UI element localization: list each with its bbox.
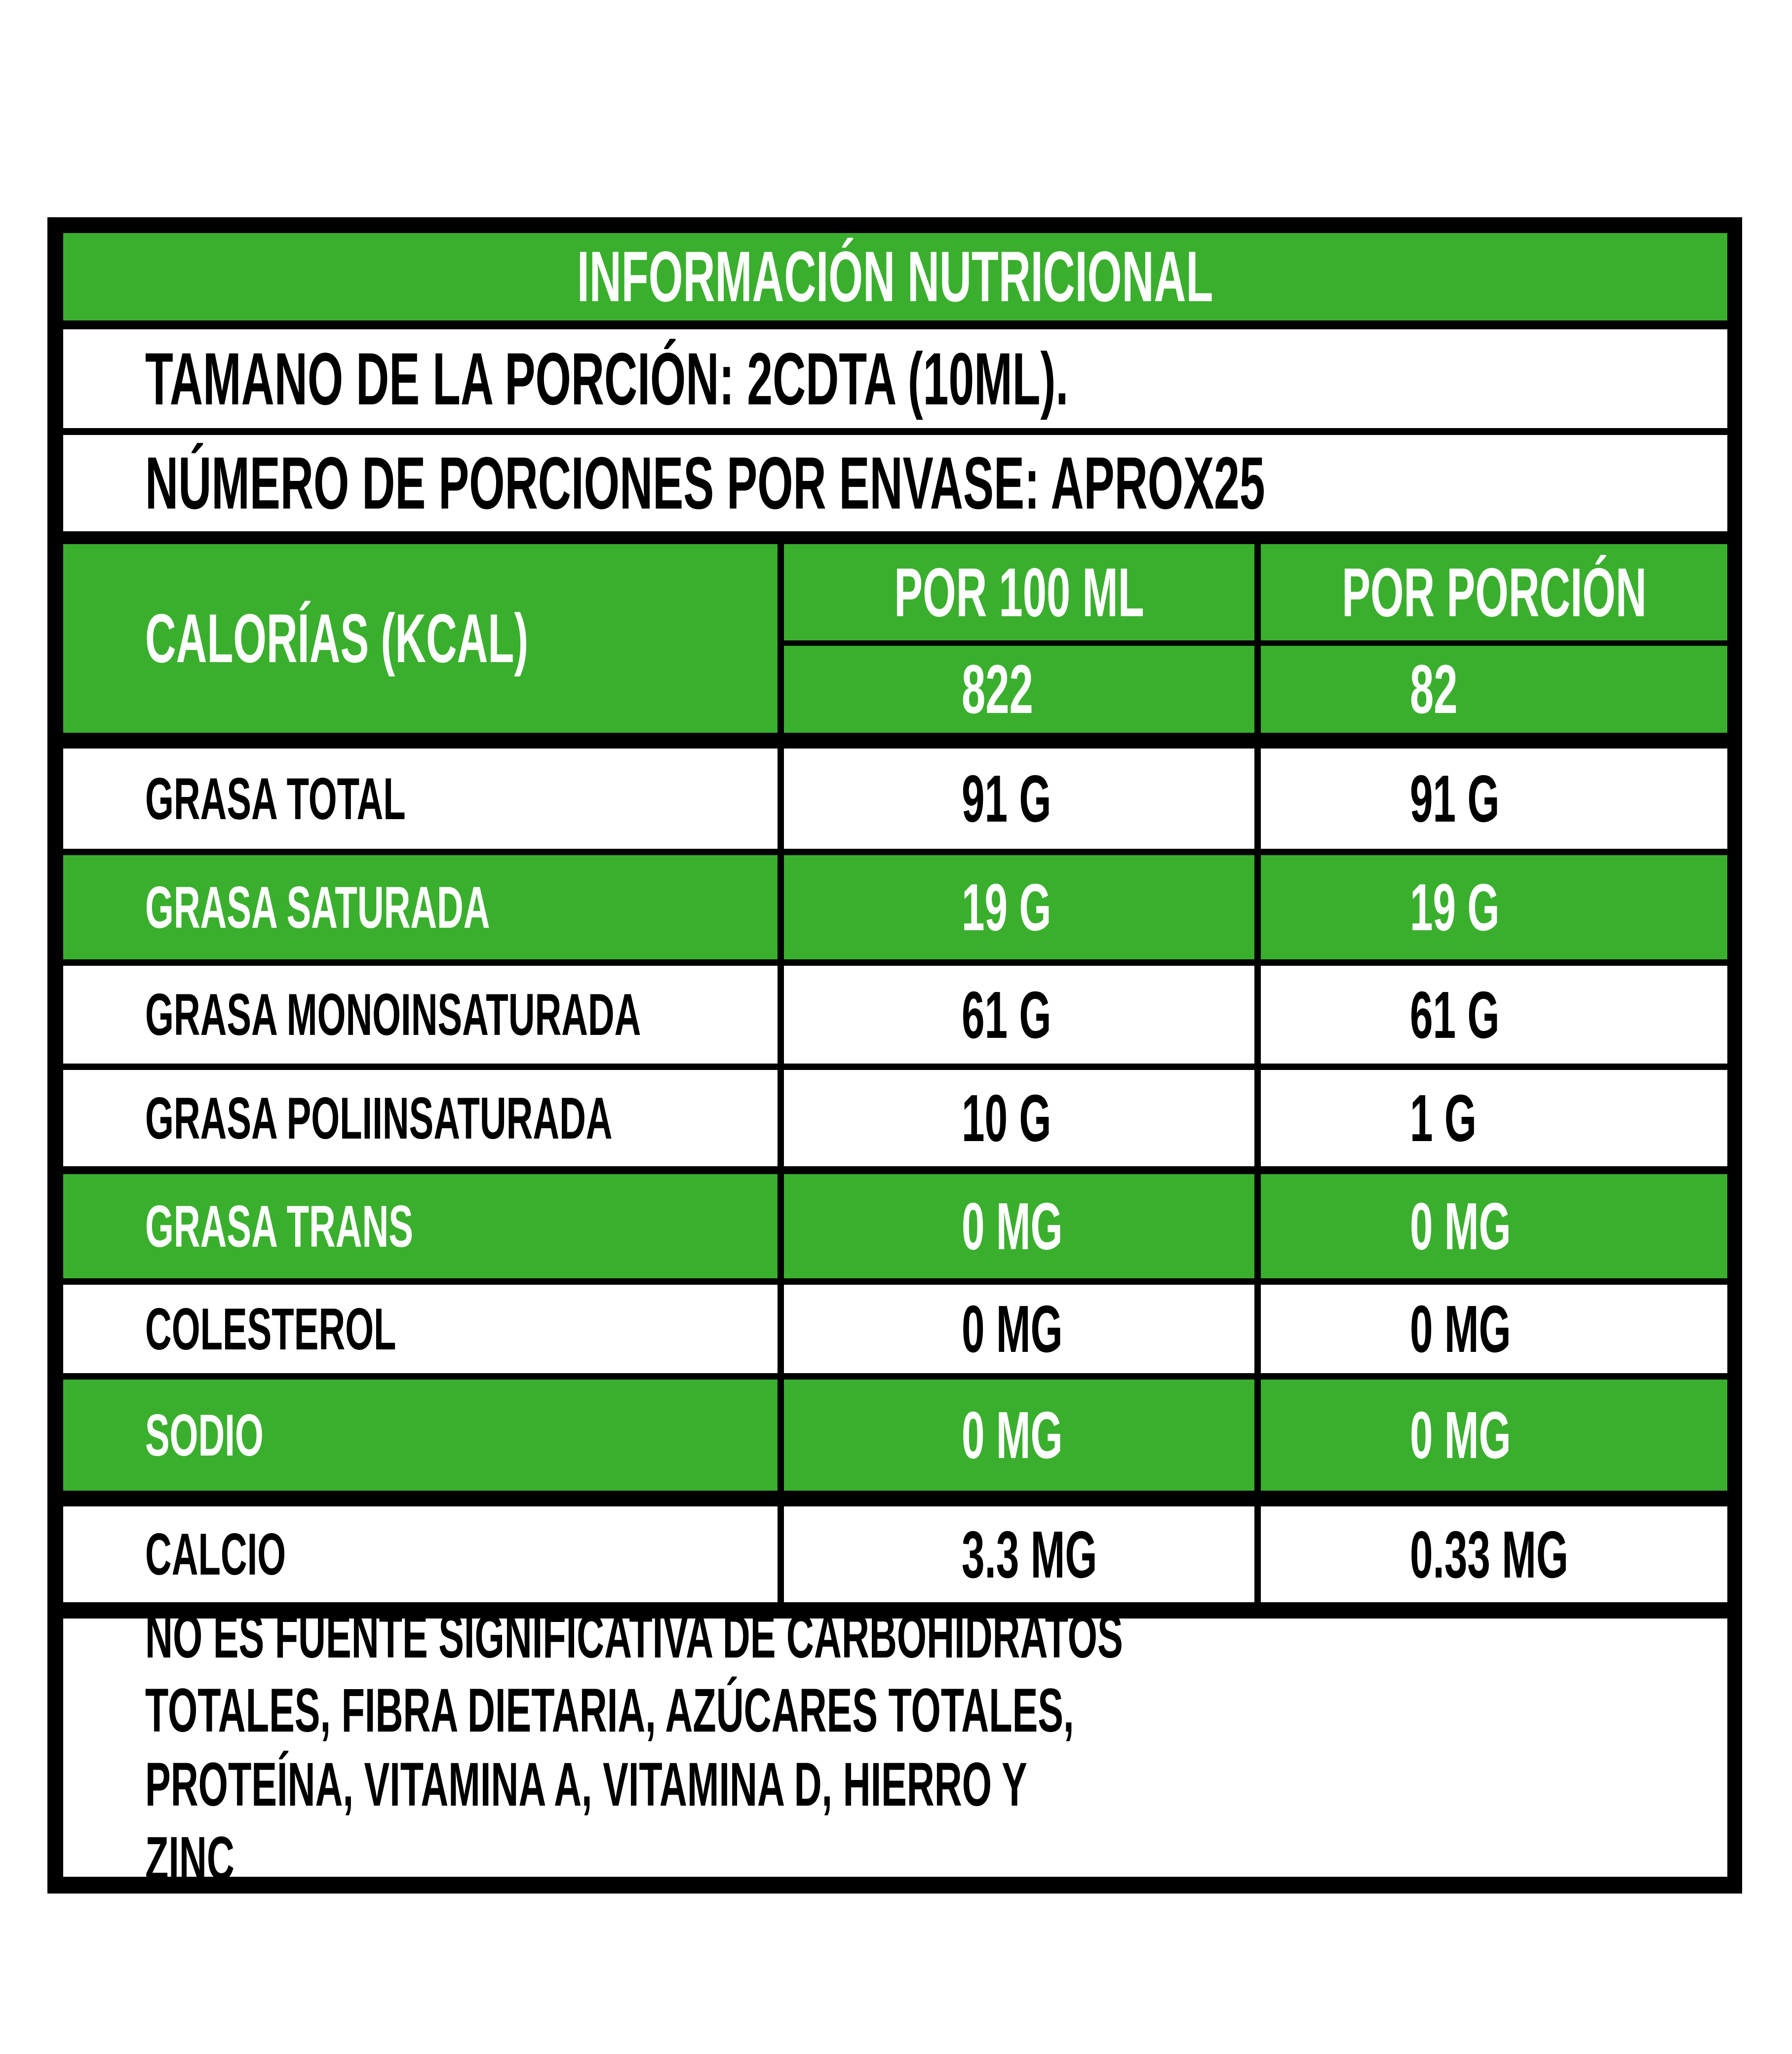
- nutrient-label: GRASA TRANS: [63, 1174, 778, 1278]
- per100-header: POR 100 ML: [784, 544, 1254, 640]
- nutrient-label: GRASA SATURADA: [63, 855, 778, 959]
- nutrient-label: COLESTEROL: [63, 1285, 778, 1373]
- value-per-portion: 91 G: [1261, 749, 1727, 849]
- cell-text: GRASA MONOINSATURADA: [145, 982, 641, 1048]
- value-per-100ml: 0 MG: [784, 1285, 1254, 1373]
- value-per-100ml: 0 MG: [784, 1380, 1254, 1491]
- calories-per100-value: 822: [962, 650, 1033, 728]
- cell-text: 10 G: [962, 1081, 1052, 1155]
- servings-per-container-row: NÚMERO DE PORCIONES POR ENVASE: APROX25: [63, 435, 1727, 531]
- value-per-portion: 0 MG: [1261, 1285, 1727, 1373]
- value-per-portion: 1 G: [1261, 1070, 1727, 1166]
- value-per-100ml: 3.3 MG: [784, 1506, 1254, 1602]
- value-per-portion: 0.33 MG: [1261, 1506, 1727, 1602]
- serving-size-row: TAMANO DE LA PORCIÓN: 2CDTA (10ML).: [63, 329, 1727, 428]
- cell-text: 1 G: [1410, 1081, 1477, 1155]
- cell-text: 0 MG: [1410, 1398, 1511, 1472]
- cell-text: 0 MG: [962, 1189, 1063, 1264]
- cell-text: 19 G: [962, 870, 1052, 945]
- cell-text: 0 MG: [962, 1398, 1063, 1472]
- cell-text: 3.3 MG: [962, 1517, 1097, 1592]
- perportion-header: POR PORCIÓN: [1261, 544, 1727, 640]
- calories-per100: 822: [784, 646, 1254, 733]
- cell-text: GRASA SATURADA: [145, 874, 490, 941]
- value-per-100ml: 10 G: [784, 1070, 1254, 1166]
- nutrient-label: GRASA MONOINSATURADA: [63, 966, 778, 1064]
- table-title: INFORMACIÓN NUTRICIONAL: [63, 233, 1727, 320]
- calories-perportion-value: 82: [1410, 650, 1458, 728]
- footer-text: NO ES FUENTE SIGNIFICATIVA DE CARBOHIDRA…: [145, 1602, 1123, 1893]
- cell-text: 0 MG: [962, 1292, 1063, 1366]
- nutrient-label: GRASA TOTAL: [63, 749, 778, 849]
- title-text: INFORMACIÓN NUTRICIONAL: [577, 237, 1213, 316]
- value-per-100ml: 0 MG: [784, 1174, 1254, 1278]
- nutrient-label: SODIO: [63, 1380, 778, 1491]
- cell-text: 61 G: [962, 977, 1052, 1052]
- value-per-100ml: 91 G: [784, 749, 1254, 849]
- value-per-100ml: 61 G: [784, 966, 1254, 1064]
- value-per-portion: 61 G: [1261, 966, 1727, 1064]
- value-per-portion: 0 MG: [1261, 1174, 1727, 1278]
- cell-text: 0 MG: [1410, 1189, 1511, 1264]
- cell-text: 0.33 MG: [1410, 1517, 1568, 1592]
- cell-text: 91 G: [1410, 761, 1500, 836]
- cell-text: 91 G: [962, 761, 1052, 836]
- perportion-header-text: POR PORCIÓN: [1341, 553, 1647, 631]
- value-per-100ml: 19 G: [784, 855, 1254, 959]
- servings-text: NÚMERO DE PORCIONES POR ENVASE: APROX25: [145, 441, 1265, 524]
- cell-text: SODIO: [145, 1402, 264, 1468]
- cell-text: GRASA POLIINSATURADA: [145, 1085, 613, 1151]
- serving-size-text: TAMANO DE LA PORCIÓN: 2CDTA (10ML).: [145, 337, 1069, 420]
- per100-header-text: POR 100 ML: [894, 553, 1144, 631]
- calories-perportion: 82: [1261, 646, 1727, 733]
- cell-text: GRASA TRANS: [145, 1193, 413, 1260]
- cell-text: 0 MG: [1410, 1292, 1511, 1366]
- cell-text: COLESTEROL: [145, 1296, 396, 1362]
- cell-text: 61 G: [1410, 977, 1500, 1052]
- nutrient-label: GRASA POLIINSATURADA: [63, 1070, 778, 1166]
- cell-text: 19 G: [1410, 870, 1500, 945]
- value-per-portion: 19 G: [1261, 855, 1727, 959]
- calories-label: CALORÍAS (KCAL): [145, 599, 529, 677]
- footer-note: NO ES FUENTE SIGNIFICATIVA DE CARBOHIDRA…: [63, 1602, 1727, 1893]
- nutrient-label: CALCIO: [63, 1506, 778, 1602]
- value-per-portion: 0 MG: [1261, 1380, 1727, 1491]
- cell-text: CALCIO: [145, 1521, 286, 1587]
- calories-label-cell: CALORÍAS (KCAL): [63, 544, 778, 733]
- cell-text: GRASA TOTAL: [145, 765, 406, 832]
